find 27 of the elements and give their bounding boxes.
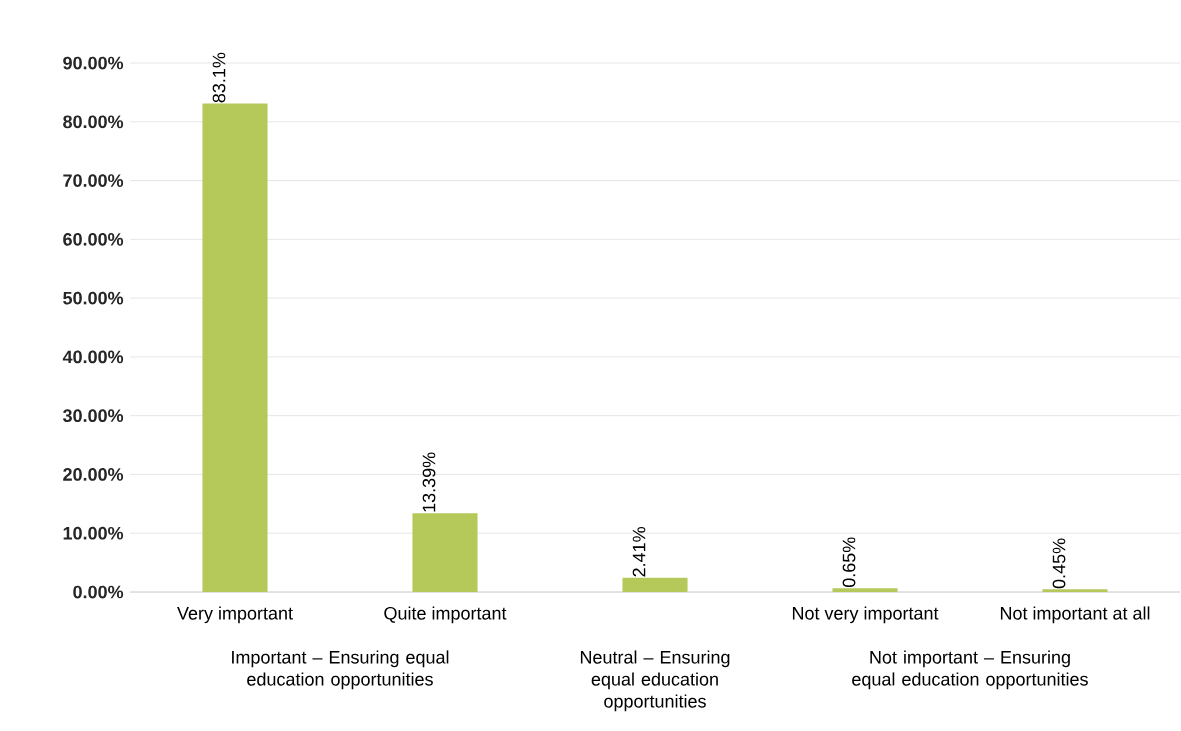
x-tick-label: Not very important	[792, 606, 939, 624]
data-label: 0.45%	[1052, 538, 1066, 589]
bar	[202, 103, 268, 592]
y-tick-label: 60.00%	[63, 232, 124, 246]
data-label: 2.41%	[632, 527, 646, 577]
y-tick-label: 10.00%	[63, 526, 124, 540]
y-tick-label: 20.00%	[63, 468, 124, 481]
bar	[832, 588, 898, 592]
y-tick-label: 40.00%	[62, 350, 124, 364]
x-tick-label: Quite important	[384, 606, 507, 624]
data-label: 13.39%	[422, 452, 436, 512]
bar	[622, 577, 688, 592]
data-label: 0.65%	[842, 537, 856, 588]
x-tick-label: Very important	[177, 606, 293, 624]
x-tick-label: Not important at all	[1000, 606, 1150, 624]
data-label: 83.1%	[212, 52, 226, 103]
text: Not important – Ensuring equal education opportunities	[852, 650, 1088, 690]
y-tick-label: 50.00%	[63, 291, 124, 305]
y-tick-label: 80.00%	[63, 115, 124, 129]
y-tick-label: 90.00%	[63, 56, 124, 70]
text: Neutral – Ensuring equal education opportunities	[580, 650, 730, 712]
text: Important – Ensuring equal education opportunities	[232, 650, 449, 690]
bar	[1042, 589, 1108, 592]
y-tick-label: 70.00%	[63, 174, 124, 187]
bar	[412, 513, 478, 592]
y-tick-label: 0.00%	[73, 585, 124, 599]
y-tick-label: 30.00%	[62, 409, 124, 423]
